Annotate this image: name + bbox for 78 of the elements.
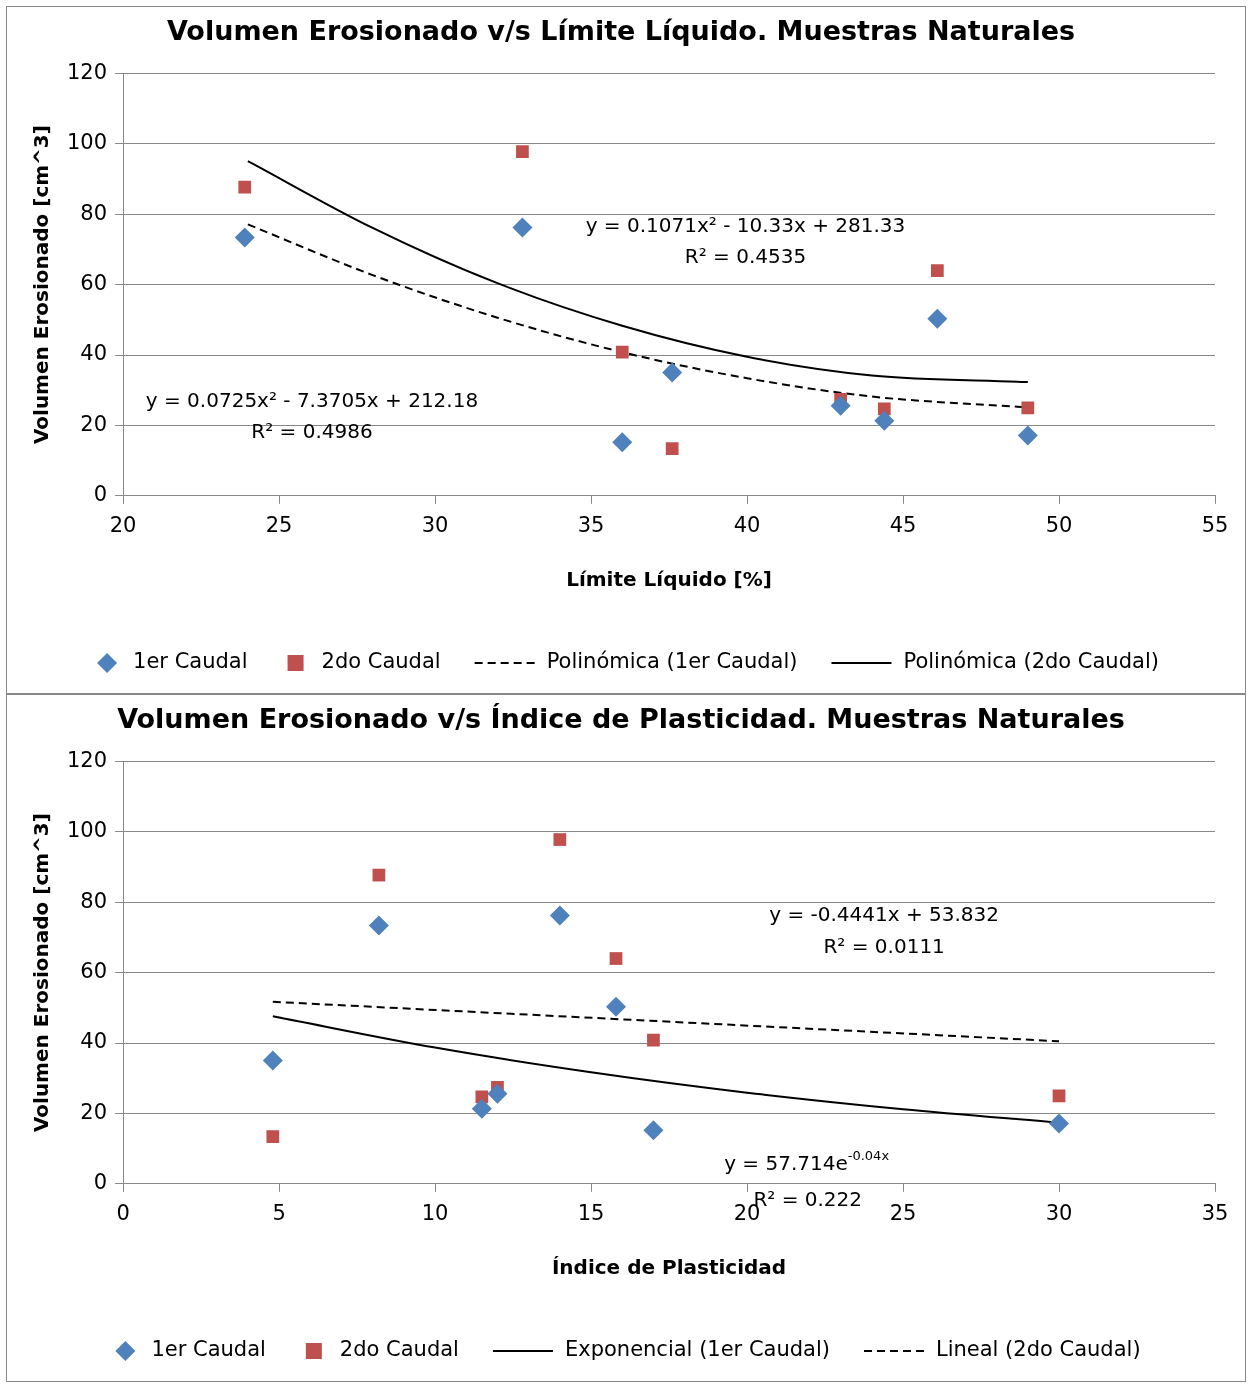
point bbox=[1052, 1089, 1066, 1103]
x-tick-label: 40 bbox=[733, 512, 761, 537]
point bbox=[930, 264, 944, 277]
annotation: y = 0.0725x² - 7.3705x + 212.18 bbox=[145, 387, 479, 412]
x-tick-label: 10 bbox=[421, 1200, 449, 1225]
point bbox=[874, 410, 895, 431]
point bbox=[238, 180, 252, 194]
annotation: R² = 0.0111 bbox=[823, 933, 945, 958]
legend-label: Polinómica (2do Caudal) bbox=[903, 649, 1159, 674]
x-tick-label: 25 bbox=[265, 512, 293, 537]
y-tick-label: 80 bbox=[80, 888, 108, 913]
legend-label: 2do Caudal bbox=[321, 649, 441, 674]
point bbox=[487, 1083, 508, 1104]
x-tick-label: 50 bbox=[1045, 512, 1073, 537]
chart-title: Volumen Erosionado v/s Límite Líquido. Muestras Naturales bbox=[166, 15, 1076, 47]
legend-label: 1er Caudal bbox=[151, 1337, 266, 1362]
x-tick-label: 15 bbox=[577, 1200, 605, 1225]
y-tick-label: 60 bbox=[80, 959, 108, 984]
point bbox=[612, 432, 633, 453]
point bbox=[512, 217, 533, 238]
x-tick-label: 35 bbox=[577, 512, 605, 537]
x-tick-label: 0 bbox=[116, 1200, 130, 1225]
line-series bbox=[246, 160, 1029, 384]
point bbox=[516, 145, 529, 158]
annotation: R² = 0.4986 bbox=[251, 419, 373, 444]
y-tick-label: 120 bbox=[66, 747, 108, 772]
x-axis-title: Índice de Plasticidad bbox=[551, 1255, 787, 1280]
y-tick-label: 60 bbox=[80, 271, 108, 296]
legend-label: 2do Caudal bbox=[339, 1337, 459, 1362]
annotation: y = 0.1071x² - 10.33x + 281.33 bbox=[585, 212, 906, 237]
point bbox=[877, 402, 891, 416]
y-tick-label: 20 bbox=[80, 1099, 108, 1124]
y-tick-label: 40 bbox=[80, 341, 108, 366]
point bbox=[1021, 401, 1035, 415]
chart-title: Volumen Erosionado v/s Índice de Plasticidad. Muestras Naturales bbox=[117, 703, 1125, 735]
legend-label: Lineal (2do Caudal) bbox=[935, 1337, 1141, 1362]
y-tick-label: 40 bbox=[80, 1029, 108, 1054]
point bbox=[368, 915, 389, 936]
point bbox=[234, 227, 255, 248]
point bbox=[647, 1033, 660, 1047]
point bbox=[665, 442, 679, 455]
point bbox=[609, 952, 623, 965]
legend-label: Exponencial (1er Caudal) bbox=[564, 1337, 830, 1362]
y-axis-title: Volumen Erosionado [cm^3] bbox=[29, 125, 54, 445]
x-tick-label: 35 bbox=[1201, 1200, 1229, 1225]
y-tick-label: 100 bbox=[66, 130, 108, 155]
y-tick-label: 100 bbox=[66, 818, 108, 843]
y-tick-label: 80 bbox=[80, 200, 108, 225]
legend-label: Polinómica (1er Caudal) bbox=[546, 649, 798, 674]
point bbox=[1017, 425, 1038, 446]
point bbox=[1049, 1113, 1070, 1134]
legend-label: 1er Caudal bbox=[133, 649, 248, 674]
point bbox=[830, 395, 851, 416]
point bbox=[615, 345, 629, 359]
x-axis-title: Límite Líquido [%] bbox=[566, 567, 772, 592]
x-tick-label: 30 bbox=[1045, 1200, 1073, 1225]
point bbox=[662, 362, 683, 383]
point bbox=[643, 1120, 664, 1141]
point bbox=[927, 308, 948, 329]
x-tick-label: 45 bbox=[889, 512, 917, 537]
y-tick-label: 120 bbox=[66, 59, 108, 84]
x-tick-label: 20 bbox=[109, 512, 137, 537]
x-tick-label: 30 bbox=[421, 512, 449, 537]
point bbox=[266, 1130, 280, 1143]
y-tick-label: 0 bbox=[93, 482, 108, 507]
point bbox=[553, 833, 567, 846]
y-tick-label: 0 bbox=[93, 1170, 108, 1195]
annotation: y = -0.4441x + 53.832 bbox=[769, 901, 1000, 926]
x-tick-label: 5 bbox=[272, 1200, 286, 1225]
y-tick-label: 20 bbox=[80, 411, 108, 436]
x-tick-label: 25 bbox=[889, 1200, 917, 1225]
x-tick-label: 55 bbox=[1201, 512, 1229, 537]
point bbox=[549, 905, 570, 926]
point bbox=[606, 996, 627, 1017]
annotation: R² = 0.4535 bbox=[684, 244, 807, 269]
y-axis-title: Volumen Erosionado [cm^3] bbox=[29, 813, 54, 1133]
point bbox=[471, 1098, 492, 1119]
point bbox=[262, 1050, 283, 1071]
